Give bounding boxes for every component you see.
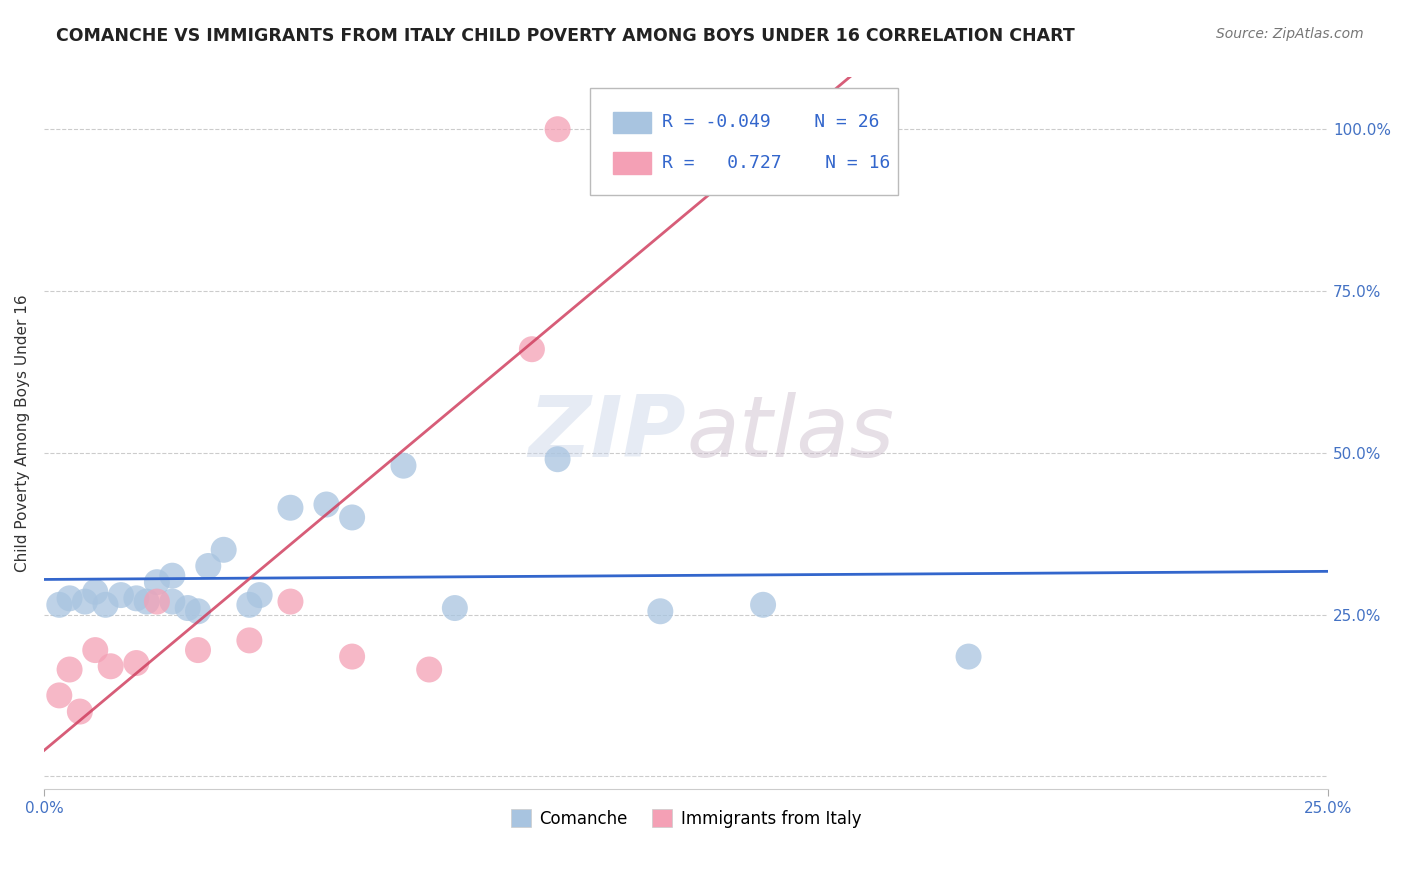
Point (48, 598, 70, 612)
Point (58, 591, 80, 606)
Point (110, 588, 132, 602)
Point (125, 591, 148, 606)
Point (547, 122, 569, 136)
Point (547, 452, 569, 467)
Text: atlas: atlas (686, 392, 894, 475)
Point (280, 594, 302, 608)
Point (340, 510, 363, 524)
Bar (613, 153, 651, 174)
Point (84, 643, 107, 657)
Point (146, 575, 169, 590)
Point (84, 585, 107, 599)
Point (187, 604, 209, 618)
Point (520, 342, 543, 356)
Point (778, 122, 800, 136)
Point (249, 588, 271, 602)
Point (280, 500, 302, 515)
Point (73, 594, 96, 608)
Point (94, 598, 117, 612)
Point (48, 689, 70, 703)
Point (100, 659, 122, 673)
Text: R =   0.727    N = 16: R = 0.727 N = 16 (662, 153, 890, 172)
Point (957, 649, 980, 664)
Point (752, 598, 775, 612)
Point (69, 705, 91, 719)
Point (197, 559, 219, 574)
Point (162, 568, 184, 582)
Text: COMANCHE VS IMMIGRANTS FROM ITALY CHILD POVERTY AMONG BOYS UNDER 16 CORRELATION : COMANCHE VS IMMIGRANTS FROM ITALY CHILD … (56, 27, 1076, 45)
Point (125, 656, 148, 670)
Point (212, 542, 235, 557)
Y-axis label: Child Poverty Among Boys Under 16: Child Poverty Among Boys Under 16 (15, 294, 30, 572)
Legend: Comanche, Immigrants from Italy: Comanche, Immigrants from Italy (505, 803, 868, 834)
Point (340, 649, 363, 664)
Bar (613, 112, 651, 133)
Point (58, 663, 80, 677)
Point (650, 604, 672, 618)
Text: R = -0.049    N = 26: R = -0.049 N = 26 (662, 113, 879, 131)
Text: Source: ZipAtlas.com: Source: ZipAtlas.com (1216, 27, 1364, 41)
Point (315, 498, 337, 512)
Point (177, 601, 200, 615)
Point (135, 594, 157, 608)
Point (444, 601, 467, 615)
Point (146, 594, 169, 608)
Point (162, 594, 184, 608)
Point (238, 598, 260, 612)
Text: ZIP: ZIP (529, 392, 686, 475)
Point (187, 643, 209, 657)
Point (650, 122, 672, 136)
Point (238, 633, 260, 648)
Point (418, 663, 440, 677)
FancyBboxPatch shape (589, 88, 898, 194)
Point (392, 458, 415, 473)
